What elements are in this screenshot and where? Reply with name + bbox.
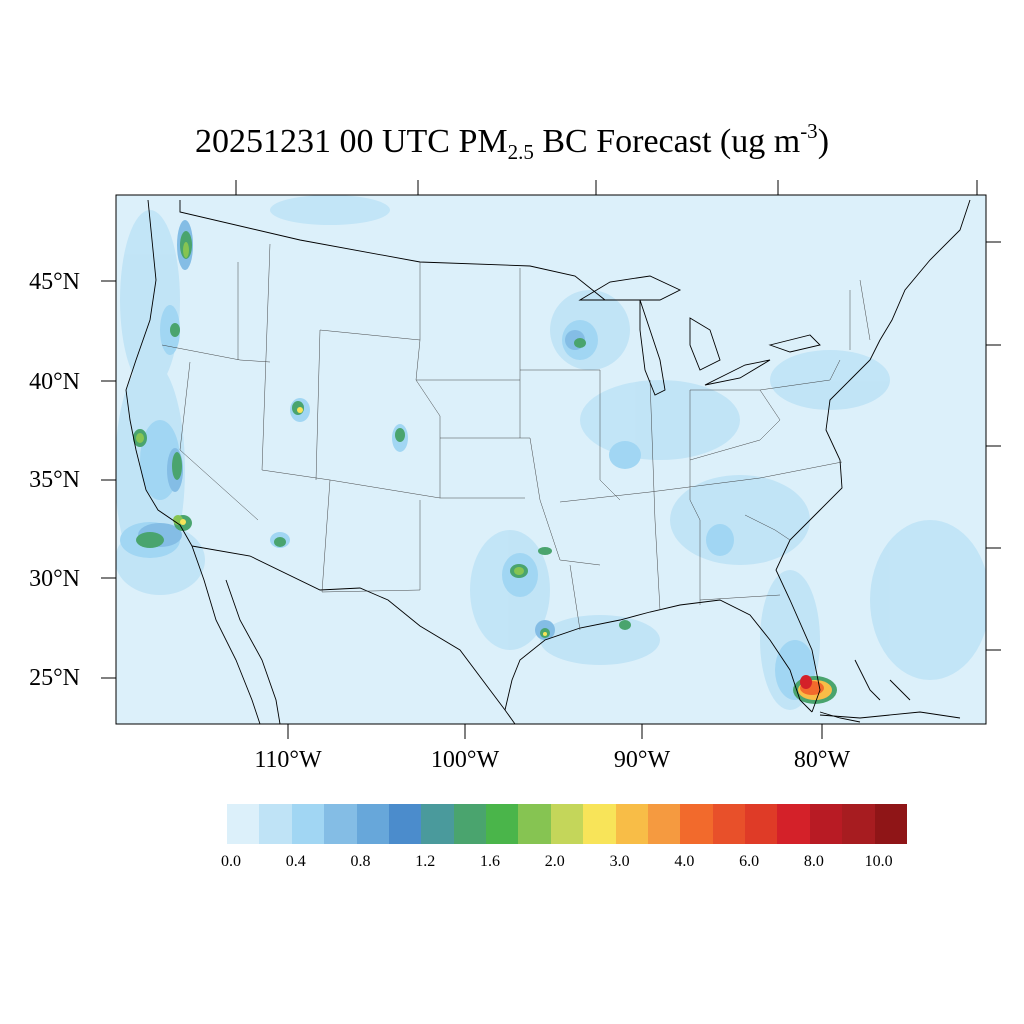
hotspot-la: [136, 532, 164, 548]
latitude-label: 45°N: [29, 269, 80, 295]
hotspot-shreveport: [538, 547, 552, 555]
title-middle: BC Forecast (ug m: [533, 123, 801, 160]
latitude-label: 40°N: [29, 369, 80, 395]
hotspot-new-orleans: [619, 620, 631, 630]
colorbar-cell: [615, 804, 648, 844]
colorbar-tick-label: 0.0: [221, 853, 241, 870]
colorbar-cell: [777, 804, 810, 844]
colorbar-cell: [227, 804, 260, 844]
colorbar-cell: [421, 804, 454, 844]
great-lakes-superior: [578, 275, 682, 301]
bahamas: [854, 659, 911, 701]
colorbar-cell: [356, 804, 389, 844]
hotspot-chicago: [574, 338, 586, 348]
great-lakes-michigan: [639, 299, 666, 396]
hotspot-portland: [170, 323, 180, 337]
latitude-label: 35°N: [29, 467, 80, 493]
concentration-field: [116, 195, 986, 710]
chart-title: 20251231 00 UTC PM2.5 BC Forecast (ug m-…: [0, 120, 1024, 164]
great-lakes-huron: [689, 317, 721, 371]
colorbar-tick-label: 10.0: [864, 853, 893, 870]
colorbar-tick-label: 2.0: [544, 853, 565, 870]
great-lakes-ontario: [768, 334, 821, 353]
colorbar-cell: [388, 804, 422, 844]
colorbar-cell: [291, 804, 325, 844]
colorbar-tick-label: 8.0: [803, 853, 824, 870]
colorbar-cell: [842, 804, 875, 844]
plume-southeast: [670, 475, 810, 565]
title-subscript: 2.5: [507, 140, 534, 164]
title-prefix: 20251231 00 UTC PM: [194, 123, 508, 160]
colorbar-cell: [518, 804, 551, 844]
plume-canada: [270, 195, 390, 225]
colorbar-tick-label: 1.6: [480, 853, 501, 870]
colorbar-cell: [647, 804, 681, 844]
tick-marks: [101, 180, 1001, 739]
longitude-label: 90°W: [613, 747, 671, 773]
baja-coast: [191, 545, 261, 724]
cuba: [819, 711, 961, 719]
state-borders: [161, 243, 871, 631]
longitude-label: 110°W: [254, 747, 322, 773]
us-west-coast: [125, 199, 193, 547]
hotspot-phoenix: [274, 537, 286, 547]
colorbar: [227, 803, 907, 844]
colorbar-cell: [745, 804, 778, 844]
hotspot-denver: [395, 428, 405, 442]
gulf-coast: [504, 599, 813, 713]
great-lakes-erie: [704, 359, 771, 386]
plume-atlantic: [870, 520, 986, 680]
colorbar-tick-label: 0.8: [350, 853, 371, 870]
florida-keys: [819, 711, 861, 723]
plume-ohio-valley: [580, 380, 740, 460]
map-frame: [115, 194, 987, 725]
colorbar-tick-label: 4.0: [674, 853, 695, 870]
colorbar-cell: [453, 804, 486, 844]
colorbar-cell: [583, 804, 616, 844]
hotspot-central-valley: [172, 452, 182, 480]
colorbar-tick-label: 6.0: [739, 853, 760, 870]
plume-gulf: [540, 615, 660, 665]
longitude-label: 100°W: [430, 747, 500, 773]
latitude-label: 30°N: [29, 566, 80, 592]
colorbar-cell: [809, 804, 843, 844]
atlantic-coast: [775, 199, 971, 713]
colorbar-cell: [259, 804, 292, 844]
title-superscript: -3: [800, 119, 818, 143]
colorbar-cell: [874, 804, 907, 844]
colorbar-cell: [486, 804, 519, 844]
colorbar-cell: [324, 804, 357, 844]
latitude-label: 25°N: [29, 665, 80, 691]
colorbar-tick-label: 3.0: [609, 853, 630, 870]
colorbar-cell: [550, 804, 584, 844]
longitude-label: 80°W: [793, 747, 851, 773]
colorbar-tick-label: 1.2: [415, 853, 436, 870]
mexico-border: [191, 545, 516, 724]
colorbar-cell: [680, 804, 713, 844]
colorbar-cell: [712, 804, 745, 844]
colorbar-tick-label: 0.4: [285, 853, 306, 870]
title-suffix: ): [817, 123, 830, 160]
gulf-of-california: [225, 579, 281, 724]
hotspot-miami: [793, 675, 837, 704]
